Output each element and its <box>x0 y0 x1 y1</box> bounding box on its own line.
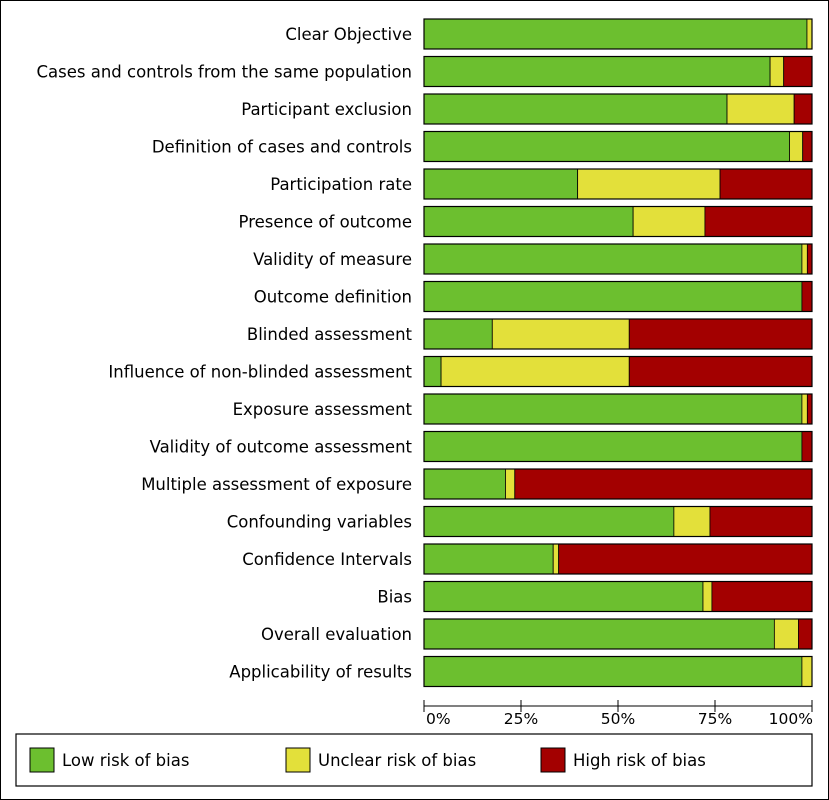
bar-outline-participant-exclusion <box>423 93 813 125</box>
category-label-applicability-of-results: Applicability of results <box>229 663 412 682</box>
category-label-clear-objective: Clear Objective <box>285 25 412 44</box>
bar-segment-low-risk-of-bias-validity-of-measure <box>423 243 803 275</box>
category-label-multiple-assessment-of-exposure: Multiple assessment of exposure <box>141 475 412 494</box>
bar-segment-unclear-risk-of-bias-validity-of-measure <box>801 243 808 275</box>
bar-segment-high-risk-of-bias-blinded-assessment <box>628 318 813 350</box>
bar-segment-unclear-risk-of-bias-participant-exclusion <box>726 93 795 125</box>
bar-segment-high-risk-of-bias-validity-of-measure <box>806 243 813 275</box>
bar-segment-high-risk-of-bias-overall-evaluation <box>798 618 813 650</box>
legend-box <box>15 733 813 787</box>
legend-label-unclear-risk-of-bias: Unclear risk of bias <box>318 751 476 770</box>
category-label-participation-rate: Participation rate <box>270 175 412 194</box>
category-label-validity-of-measure: Validity of measure <box>253 250 412 269</box>
bar-segment-low-risk-of-bias-outcome-definition <box>423 281 803 312</box>
bar-segment-low-risk-of-bias-bias <box>423 581 704 612</box>
bar-segment-unclear-risk-of-bias-presence-of-outcome <box>632 206 706 237</box>
bar-segment-low-risk-of-bias-cases-and-controls-from-the-same-population <box>423 56 771 87</box>
bar-segment-high-risk-of-bias-participant-exclusion <box>793 93 813 125</box>
bar-segment-unclear-risk-of-bias-blinded-assessment <box>491 318 630 350</box>
category-label-cases-and-controls-from-the-same-population: Cases and controls from the same populat… <box>37 63 413 82</box>
bar-segment-low-risk-of-bias-presence-of-outcome <box>423 206 634 237</box>
bar-outline-confidence-intervals <box>423 543 813 575</box>
bar-segment-low-risk-of-bias-blinded-assessment <box>423 318 493 350</box>
legend-swatch-unclear-risk-of-bias <box>285 747 311 773</box>
category-label-participant-exclusion: Participant exclusion <box>241 100 412 119</box>
bar-outline-influence-of-non-blinded-assessment <box>423 355 813 388</box>
category-label-influence-of-non-blinded-assessment: Influence of non-blinded assessment <box>108 363 412 382</box>
bar-segment-unclear-risk-of-bias-definition-of-cases-and-controls <box>789 131 804 162</box>
bar-segment-unclear-risk-of-bias-applicability-of-results <box>801 656 813 687</box>
bar-segment-high-risk-of-bias-definition-of-cases-and-controls <box>802 131 813 162</box>
bar-segment-high-risk-of-bias-influence-of-non-blinded-assessment <box>628 356 813 387</box>
x-tick-label-75: 75% <box>698 710 732 728</box>
bar-segment-unclear-risk-of-bias-confounding-variables <box>673 506 711 537</box>
category-label-presence-of-outcome: Presence of outcome <box>239 213 412 232</box>
bar-outline-clear-objective <box>423 18 813 50</box>
bar-outline-definition-of-cases-and-controls <box>423 130 813 163</box>
bar-outline-outcome-definition <box>423 280 813 313</box>
x-tick-label-50: 50% <box>601 710 635 728</box>
bar-segment-high-risk-of-bias-presence-of-outcome <box>704 206 813 237</box>
bar-segment-low-risk-of-bias-confounding-variables <box>423 506 675 537</box>
bar-segment-unclear-risk-of-bias-clear-objective <box>806 18 813 50</box>
legend-label-high-risk-of-bias: High risk of bias <box>573 751 706 770</box>
category-label-confidence-intervals: Confidence Intervals <box>242 550 412 569</box>
bar-outline-bias <box>423 580 813 613</box>
bar-segment-unclear-risk-of-bias-exposure-assessment <box>801 393 808 425</box>
bar-outline-presence-of-outcome <box>423 205 813 238</box>
category-label-confounding-variables: Confounding variables <box>227 513 412 532</box>
bar-outline-cases-and-controls-from-the-same-population <box>423 55 813 88</box>
bar-outline-participation-rate <box>423 168 813 200</box>
bar-segment-low-risk-of-bias-overall-evaluation <box>423 618 775 650</box>
bar-segment-low-risk-of-bias-validity-of-outcome-assessment <box>423 431 803 462</box>
legend-swatch-high-risk-of-bias <box>540 747 566 773</box>
bar-segment-high-risk-of-bias-validity-of-outcome-assessment <box>801 431 813 462</box>
bar-outline-overall-evaluation <box>423 618 813 650</box>
bar-outline-exposure-assessment <box>423 393 813 425</box>
bar-segment-high-risk-of-bias-cases-and-controls-from-the-same-population <box>783 56 813 87</box>
bar-segment-unclear-risk-of-bias-cases-and-controls-from-the-same-population <box>769 56 785 87</box>
bar-outline-multiple-assessment-of-exposure <box>423 468 813 500</box>
x-tick-label-100: 100% <box>769 710 813 728</box>
bar-segment-high-risk-of-bias-bias <box>711 581 813 612</box>
x-tick-label-25: 25% <box>504 710 538 728</box>
bar-segment-low-risk-of-bias-multiple-assessment-of-exposure <box>423 468 506 500</box>
bar-outline-validity-of-measure <box>423 243 813 275</box>
bar-segment-low-risk-of-bias-confidence-intervals <box>423 543 554 575</box>
category-label-exposure-assessment: Exposure assessment <box>233 400 413 419</box>
x-tick-label-0: 0% <box>426 710 451 728</box>
bar-segment-unclear-risk-of-bias-participation-rate <box>577 168 721 200</box>
bar-segment-unclear-risk-of-bias-multiple-assessment-of-exposure <box>505 468 516 500</box>
category-label-bias: Bias <box>377 588 412 607</box>
bar-outline-applicability-of-results <box>423 655 813 688</box>
category-label-definition-of-cases-and-controls: Definition of cases and controls <box>152 138 412 157</box>
legend-swatch-low-risk-of-bias <box>29 747 55 773</box>
bar-segment-low-risk-of-bias-participant-exclusion <box>423 93 728 125</box>
bar-segment-low-risk-of-bias-definition-of-cases-and-controls <box>423 131 790 162</box>
bar-outline-blinded-assessment <box>423 318 813 350</box>
bar-segment-unclear-risk-of-bias-bias <box>702 581 713 612</box>
bar-segment-low-risk-of-bias-exposure-assessment <box>423 393 803 425</box>
bar-segment-low-risk-of-bias-participation-rate <box>423 168 579 200</box>
bar-outline-validity-of-outcome-assessment <box>423 430 813 463</box>
category-label-blinded-assessment: Blinded assessment <box>247 325 413 344</box>
bar-segment-high-risk-of-bias-confounding-variables <box>709 506 813 537</box>
bar-outline-confounding-variables <box>423 505 813 538</box>
category-label-overall-evaluation: Overall evaluation <box>261 625 412 644</box>
bar-segment-high-risk-of-bias-confidence-intervals <box>558 543 813 575</box>
bar-segment-low-risk-of-bias-influence-of-non-blinded-assessment <box>423 356 442 387</box>
bar-segment-high-risk-of-bias-participation-rate <box>719 168 813 200</box>
bar-segment-unclear-risk-of-bias-overall-evaluation <box>773 618 799 650</box>
bar-segment-low-risk-of-bias-clear-objective <box>423 18 808 50</box>
bar-segment-low-risk-of-bias-applicability-of-results <box>423 656 803 687</box>
bar-segment-high-risk-of-bias-exposure-assessment <box>806 393 813 425</box>
category-label-outcome-definition: Outcome definition <box>254 288 412 307</box>
bar-segment-unclear-risk-of-bias-influence-of-non-blinded-assessment <box>440 356 630 387</box>
bar-segment-high-risk-of-bias-outcome-definition <box>801 281 813 312</box>
bar-segment-unclear-risk-of-bias-confidence-intervals <box>552 543 560 575</box>
category-label-validity-of-outcome-assessment: Validity of outcome assessment <box>150 438 413 457</box>
bar-segment-high-risk-of-bias-multiple-assessment-of-exposure <box>514 468 813 500</box>
legend-label-low-risk-of-bias: Low risk of bias <box>62 751 189 770</box>
